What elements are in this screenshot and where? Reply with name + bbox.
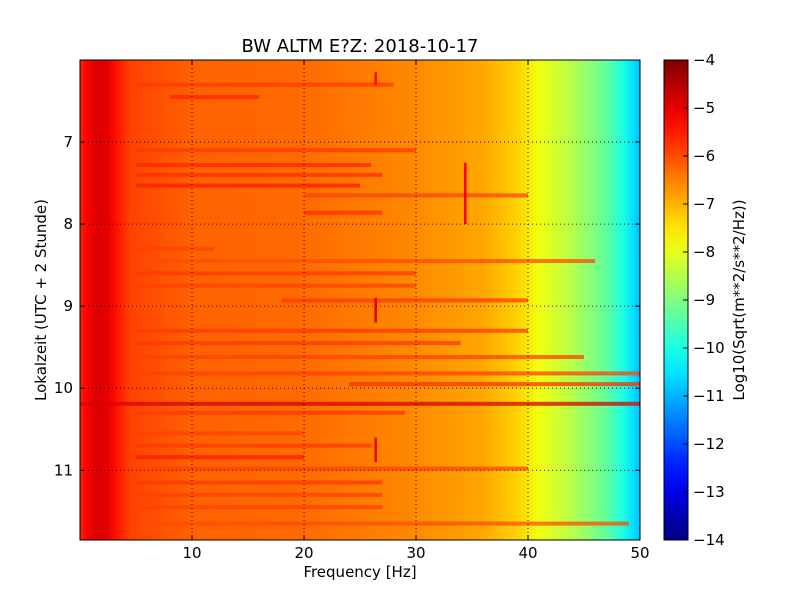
band: [281, 298, 528, 303]
band: [348, 382, 640, 387]
band: [136, 410, 405, 415]
plot-frame: [79, 59, 641, 541]
y-tick-label: 10: [54, 379, 73, 397]
y-tick-label: 7: [63, 133, 73, 151]
y-axis-label: Lokalzeit (UTC + 2 Stunde): [32, 199, 50, 401]
colorbar-tick-label: −9: [693, 291, 715, 309]
chart-title: BW ALTM E?Z: 2018-10-17: [242, 36, 479, 57]
band: [136, 521, 629, 526]
band: [136, 328, 528, 333]
colorbar-tick-label: −11: [693, 387, 725, 405]
x-tick-label: 50: [630, 544, 649, 562]
colorbar-label: Log10(Sqrt(m**2/s**2/Hz)): [730, 199, 748, 400]
band: [304, 210, 383, 215]
band: [136, 271, 416, 276]
x-axis: 10 20 30 40 50: [182, 60, 650, 562]
colorbar-tick-label: −13: [693, 483, 725, 501]
colorbar-tick-label: −8: [693, 243, 715, 261]
colorbar-ticks: −4 −5 −6 −7 −8 −9 −10 −11 −12 −13 −14: [683, 51, 725, 549]
band: [80, 401, 640, 406]
band: [136, 283, 416, 288]
band: [136, 82, 394, 87]
band: [136, 505, 383, 510]
band: [136, 492, 383, 497]
band: [136, 480, 383, 485]
band: [136, 455, 304, 460]
colorbar-tick-label: −12: [693, 435, 725, 453]
colorbar-tick-label: −10: [693, 339, 725, 357]
spectrogram-plot: [80, 60, 640, 540]
colorbar-tick-label: −14: [693, 531, 725, 549]
y-tick-label: 8: [63, 215, 73, 233]
band: [136, 355, 584, 360]
band: [136, 163, 372, 168]
band: [136, 148, 416, 153]
y-axis: 7 8 9 10 11: [54, 133, 640, 479]
colorbar-tick-label: −7: [693, 195, 715, 213]
x-tick-label: 10: [182, 544, 201, 562]
band: [136, 431, 304, 436]
x-tick-label: 20: [294, 544, 313, 562]
horizontal-bands: [80, 82, 640, 526]
band: [136, 443, 372, 448]
band: [136, 183, 360, 188]
band: [136, 172, 383, 177]
x-tick-label: 30: [406, 544, 425, 562]
band: [136, 246, 215, 251]
colorbar-tick-label: −5: [693, 99, 715, 117]
y-tick-label: 9: [63, 297, 73, 315]
x-axis-label: Frequency [Hz]: [303, 563, 416, 581]
band: [136, 466, 528, 471]
colorbar-tick-label: −6: [693, 147, 715, 165]
grid-lines: [80, 60, 640, 540]
band: [169, 94, 260, 99]
band: [136, 341, 461, 346]
vertical-lines: [374, 72, 467, 463]
band: [136, 259, 596, 264]
band: [304, 193, 528, 198]
colorbar: −4 −5 −6 −7 −8 −9 −10 −11 −12 −13 −14 Log10(Sqrt(m…: [663, 51, 748, 549]
x-tick-label: 40: [518, 544, 537, 562]
colorbar-tick-label: −4: [693, 51, 715, 69]
y-tick-label: 11: [54, 461, 73, 479]
band: [136, 371, 640, 376]
